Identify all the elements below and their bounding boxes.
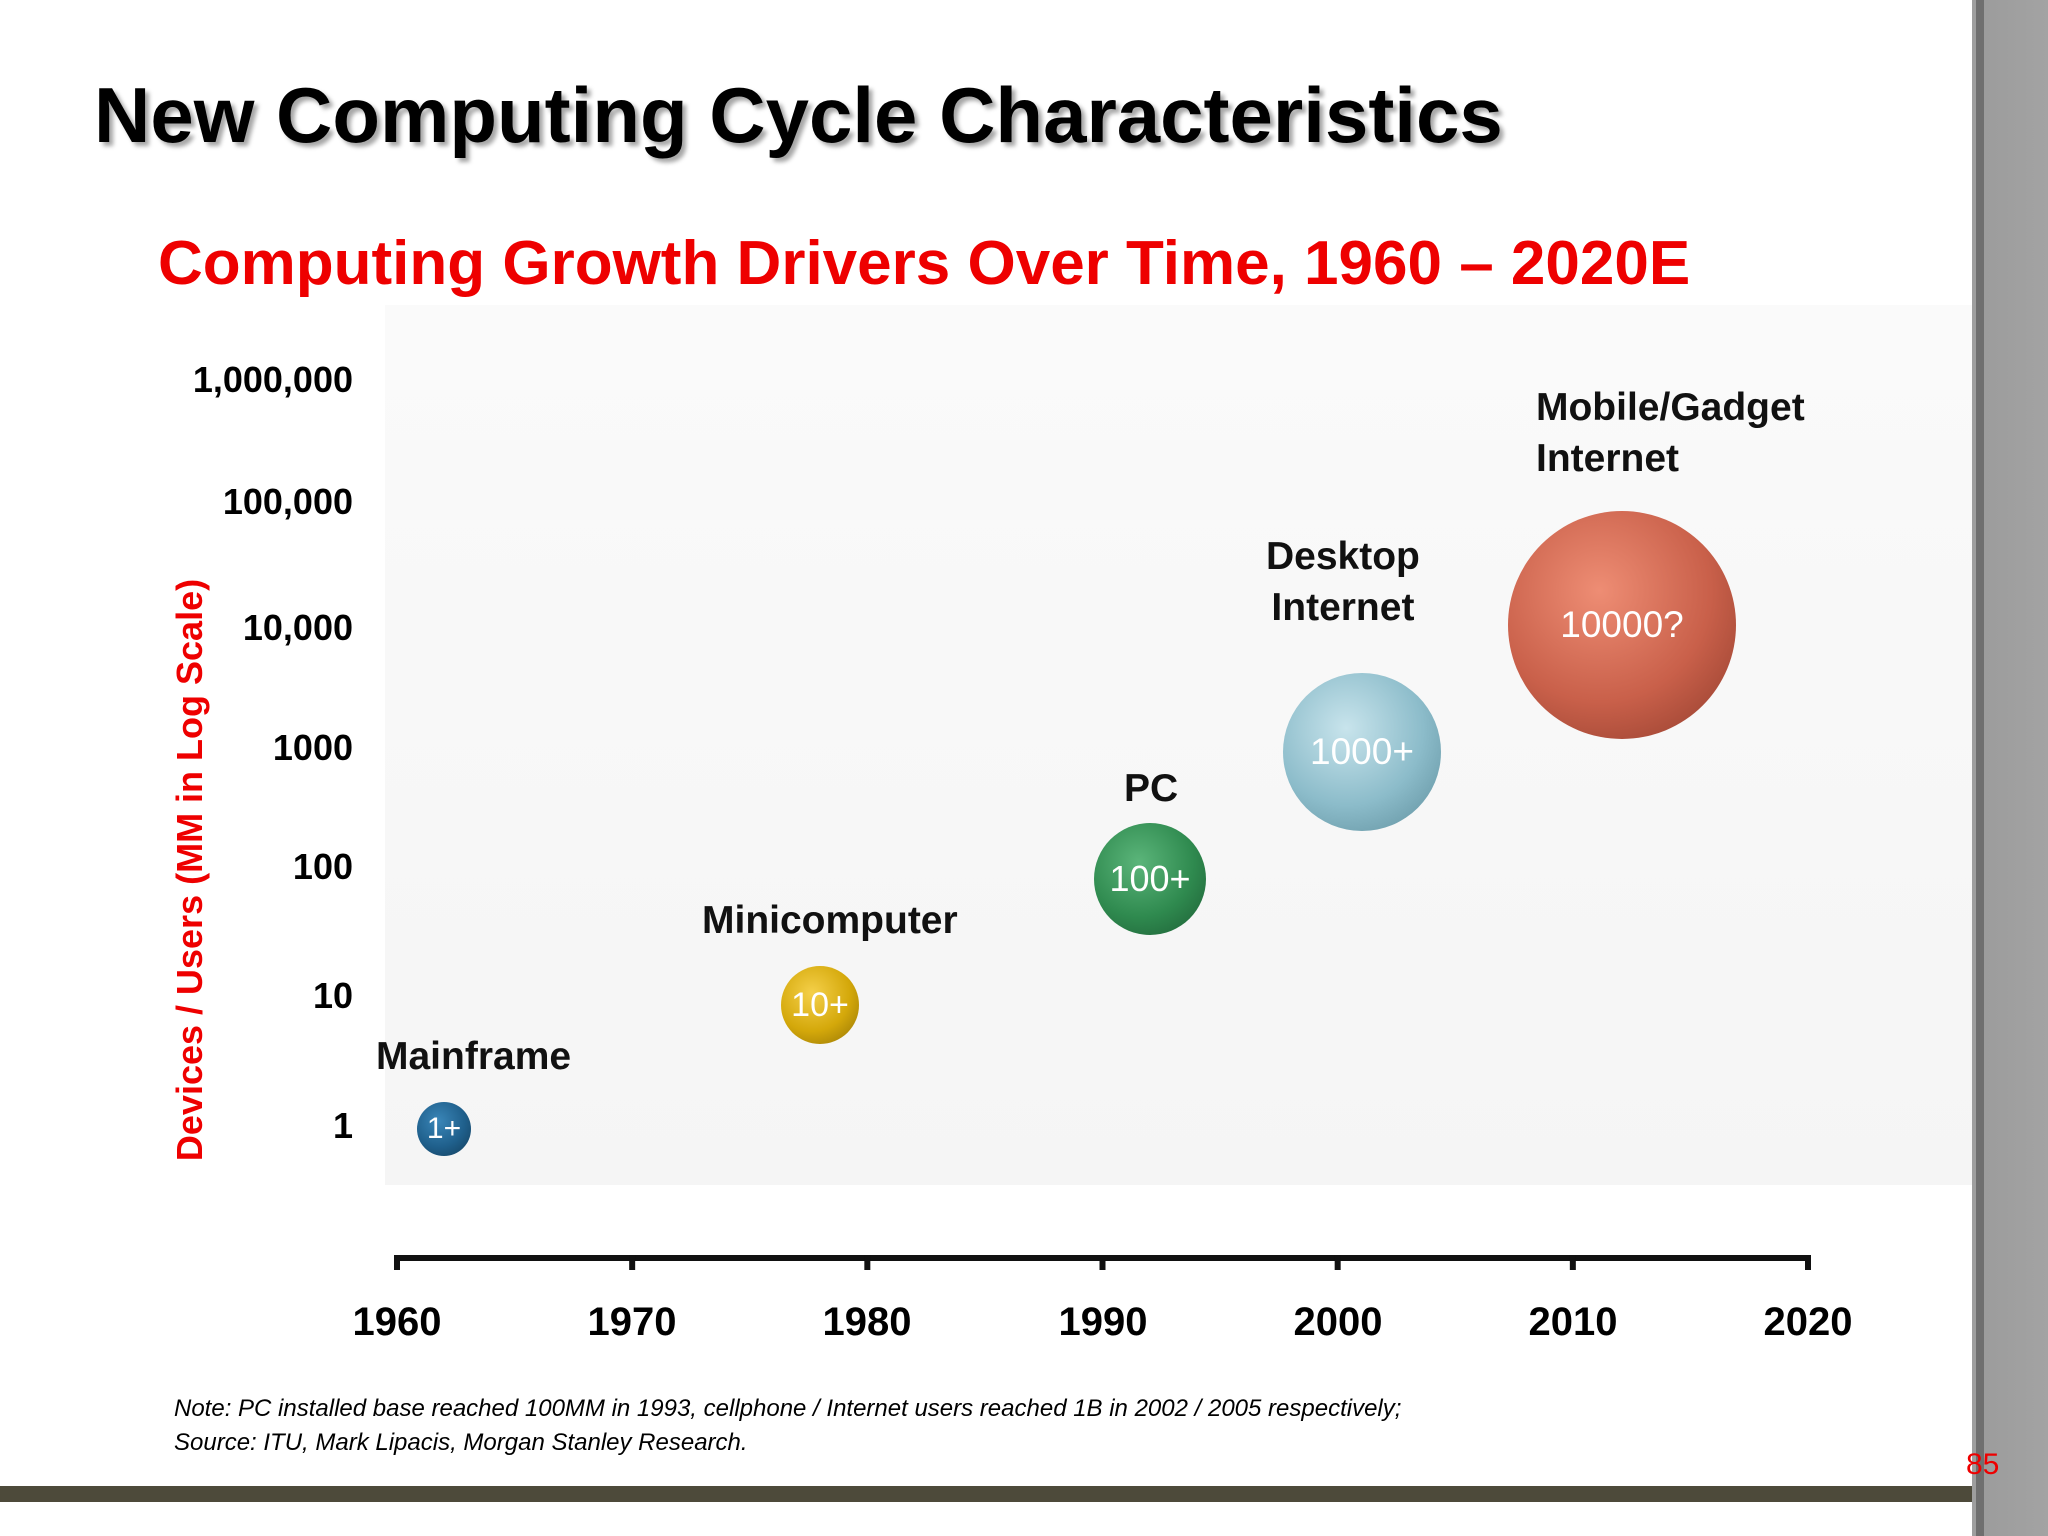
- page-number: 85: [1966, 1448, 2000, 1481]
- category-label-minicomputer: Minicomputer: [702, 899, 958, 942]
- bottom-bar: [0, 1486, 1980, 1502]
- bubble-label: 10000?: [1560, 604, 1684, 645]
- y-tick-label: 1,000,000: [192, 359, 353, 400]
- bubble-label: 1+: [426, 1112, 462, 1145]
- y-tick-label: 10: [312, 975, 353, 1016]
- x-tick-label: 2000: [1293, 1300, 1383, 1344]
- y-tick-label: 10,000: [242, 607, 353, 648]
- y-tick-label: 1000: [272, 727, 353, 768]
- x-tick-label: 1970: [587, 1300, 677, 1344]
- x-tick-label: 1980: [822, 1300, 912, 1344]
- bubble-label: 1000+: [1310, 731, 1414, 772]
- chart-title: Computing Growth Drivers Over Time, 1960…: [158, 229, 1691, 298]
- y-tick-label: 100: [292, 846, 353, 887]
- x-tick-label: 2010: [1528, 1300, 1618, 1344]
- bubble-label: 10+: [791, 985, 849, 1024]
- footnote: Note: PC installed base reached 100MM in…: [174, 1392, 1401, 1459]
- bubble-pc: 100+: [1094, 823, 1206, 935]
- footnote-line: Note: PC installed base reached 100MM in…: [174, 1395, 1402, 1422]
- category-label-mobile-gadget-internet: Mobile/Gadget Internet: [1536, 386, 1805, 480]
- category-label-mainframe: Mainframe: [376, 1035, 572, 1078]
- slide-title: New Computing Cycle Characteristics: [94, 71, 1503, 159]
- y-tick-label: 1: [332, 1105, 353, 1146]
- bubble-minicomputer: 10+: [781, 966, 859, 1044]
- x-tick-label: 1960: [352, 1300, 442, 1344]
- x-tick-label: 1990: [1058, 1300, 1148, 1344]
- bubble-mobile-gadget-internet: 10000?: [1508, 511, 1736, 739]
- category-label-pc: PC: [1124, 767, 1179, 810]
- right-sidebar-bar: [1972, 0, 2048, 1536]
- plot-area: [385, 305, 1975, 1185]
- footnote-line: Source: ITU, Mark Lipacis, Morgan Stanle…: [174, 1428, 748, 1456]
- bubble-desktop-internet: 1000+: [1283, 673, 1441, 831]
- y-tick-label: 100,000: [222, 481, 353, 522]
- bubble-label: 100+: [1109, 858, 1191, 899]
- category-label-desktop-internet: Desktop Internet: [1266, 535, 1420, 629]
- x-tick-label: 2020: [1763, 1300, 1853, 1344]
- bubble-mainframe: 1+: [417, 1102, 471, 1156]
